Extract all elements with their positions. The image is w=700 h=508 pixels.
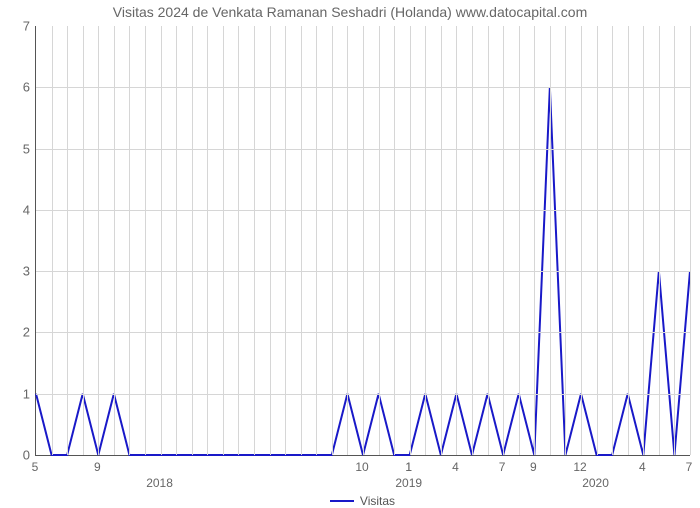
gridline-v [565,26,566,455]
gridline-v [223,26,224,455]
gridline-v [363,26,364,455]
x-year-label: 2018 [146,476,173,490]
gridline-v [488,26,489,455]
legend: Visitas [35,494,690,508]
y-tick-label: 2 [0,325,30,340]
gridline-v [161,26,162,455]
gridline-v [628,26,629,455]
gridline-v [114,26,115,455]
x-tick-label: 4 [452,460,459,474]
gridline-v [472,26,473,455]
y-tick-label: 6 [0,80,30,95]
y-tick-label: 7 [0,19,30,34]
y-tick-label: 1 [0,386,30,401]
gridline-v [52,26,53,455]
chart-title: Visitas 2024 de Venkata Ramanan Seshadri… [0,4,700,20]
gridline-v [285,26,286,455]
gridline-v [425,26,426,455]
x-tick-label: 7 [499,460,506,474]
gridline-v [503,26,504,455]
gridline-v [410,26,411,455]
gridline-v [192,26,193,455]
gridline-v [176,26,177,455]
gridline-v [534,26,535,455]
x-year-label: 2019 [395,476,422,490]
gridline-v [207,26,208,455]
gridline-v [238,26,239,455]
gridline-v [441,26,442,455]
gridline-v [659,26,660,455]
legend-swatch [330,500,354,502]
y-tick-label: 3 [0,264,30,279]
x-tick-label: 7 [686,460,693,474]
x-tick-label: 5 [32,460,39,474]
gridline-v [597,26,598,455]
x-tick-label: 10 [355,460,368,474]
x-tick-label: 4 [639,460,646,474]
gridline-v [690,26,691,455]
gridline-v [270,26,271,455]
plot-area [35,26,690,456]
gridline-v [129,26,130,455]
gridline-v [98,26,99,455]
gridline-v [67,26,68,455]
gridline-v [612,26,613,455]
x-tick-label: 9 [94,460,101,474]
gridline-v [316,26,317,455]
gridline-v [332,26,333,455]
gridline-v [83,26,84,455]
gridline-v [643,26,644,455]
x-year-label: 2020 [582,476,609,490]
gridline-v [254,26,255,455]
gridline-v [145,26,146,455]
gridline-v [674,26,675,455]
gridline-v [581,26,582,455]
gridline-v [394,26,395,455]
x-tick-label: 1 [405,460,412,474]
y-tick-label: 5 [0,141,30,156]
gridline-v [456,26,457,455]
gridline-v [550,26,551,455]
gridline-v [379,26,380,455]
x-tick-label: 12 [573,460,586,474]
gridline-v [301,26,302,455]
gridline-v [347,26,348,455]
legend-label: Visitas [360,494,395,508]
gridline-v [519,26,520,455]
x-tick-label: 9 [530,460,537,474]
y-tick-label: 0 [0,448,30,463]
y-tick-label: 4 [0,202,30,217]
